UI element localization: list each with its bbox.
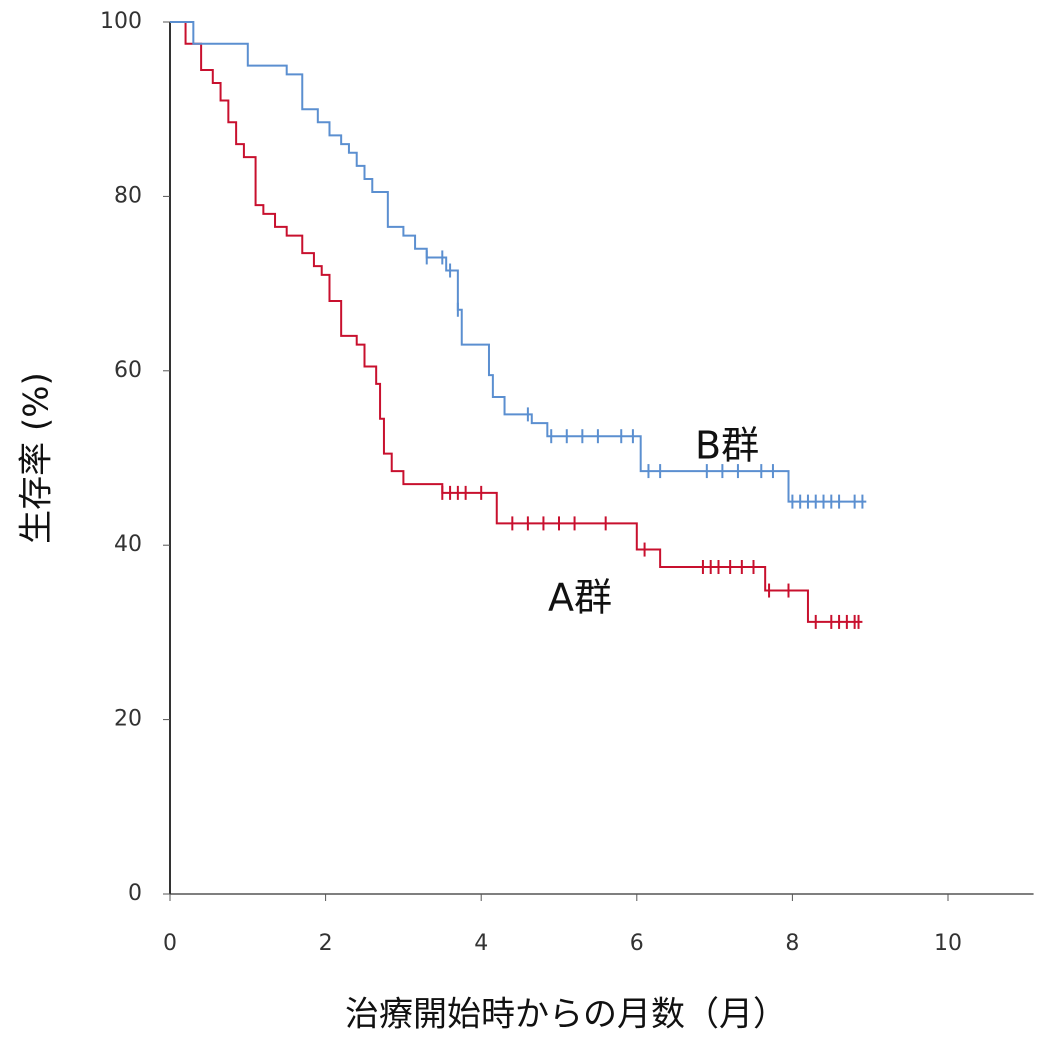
y-axis-label: 生存率 (%) bbox=[17, 372, 57, 544]
x-tick-label: 10 bbox=[934, 931, 962, 956]
y-tick-label: 100 bbox=[100, 9, 142, 34]
y-tick-label: 20 bbox=[114, 707, 142, 732]
series-label: A群 bbox=[548, 576, 612, 620]
x-tick-label: 6 bbox=[630, 931, 644, 956]
x-axis-label: 治療開始時からの月数（月） bbox=[345, 995, 787, 1035]
survival-curve bbox=[170, 21, 867, 503]
y-tick-label: 80 bbox=[114, 183, 142, 208]
x-tick-label: 2 bbox=[319, 931, 333, 956]
series-label: B群 bbox=[695, 424, 759, 468]
y-tick-label: 40 bbox=[114, 532, 142, 557]
survival-curve bbox=[170, 21, 863, 623]
x-tick-label: 0 bbox=[163, 931, 177, 956]
y-tick-label: 0 bbox=[128, 881, 142, 906]
x-tick-label: 4 bbox=[474, 931, 488, 956]
x-tick-label: 8 bbox=[785, 931, 799, 956]
y-tick-label: 60 bbox=[114, 358, 142, 383]
